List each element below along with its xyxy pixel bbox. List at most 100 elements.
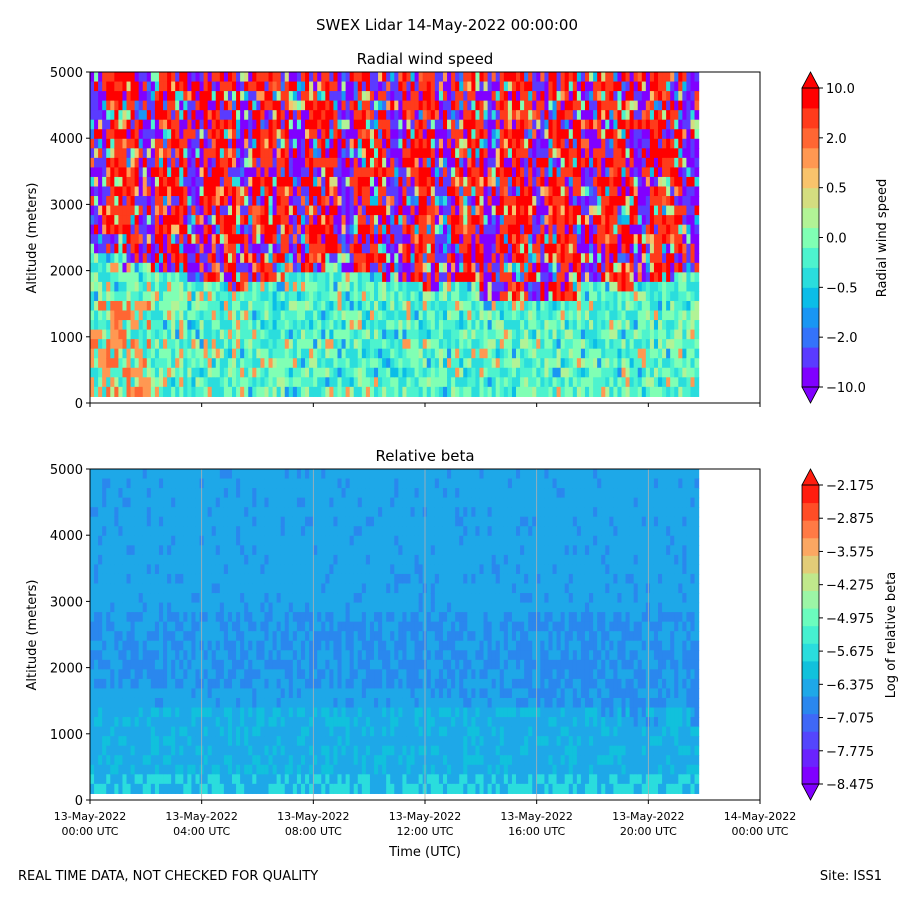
heatmap-cell	[260, 119, 266, 130]
heatmap-cell	[353, 119, 359, 130]
heatmap-cell	[329, 138, 335, 149]
heatmap-cell	[187, 234, 193, 245]
heatmap-cell	[284, 148, 290, 159]
heatmap-cell	[483, 272, 489, 283]
heatmap-cell	[345, 157, 351, 169]
heatmap-cell	[662, 320, 667, 331]
heatmap-cell	[463, 100, 468, 111]
heatmap-cell	[678, 310, 683, 321]
heatmap-cell	[248, 138, 253, 149]
heatmap-cell	[491, 81, 497, 92]
heatmap-cell	[154, 196, 160, 207]
heatmap-cell	[609, 358, 614, 369]
heatmap-cell	[576, 224, 582, 235]
heatmap-cell	[158, 167, 164, 178]
heatmap-cell	[158, 348, 164, 359]
heatmap-cell	[593, 291, 598, 302]
heatmap-cell	[341, 129, 347, 140]
heatmap-cell	[349, 281, 355, 293]
heatmap-cell	[369, 167, 375, 178]
heatmap-cell	[175, 138, 180, 149]
heatmap-cell	[118, 205, 124, 216]
heatmap-cell	[430, 157, 436, 169]
heatmap-cell	[94, 358, 99, 369]
heatmap-cell	[292, 157, 298, 169]
heatmap-cell	[662, 196, 667, 207]
heatmap-cell	[187, 157, 193, 169]
heatmap-cell	[365, 157, 371, 169]
heatmap-cell	[90, 215, 95, 226]
heatmap-cell	[641, 196, 647, 207]
heatmap-cell	[670, 196, 675, 207]
heatmap-cell	[272, 196, 278, 207]
heatmap-cell	[487, 243, 493, 254]
heatmap-cell	[142, 167, 148, 178]
heatmap-cell	[556, 281, 562, 293]
heatmap-cell	[126, 367, 132, 378]
heatmap-cell	[430, 119, 436, 130]
heatmap-cell	[678, 253, 683, 264]
heatmap-cell	[244, 367, 249, 378]
heatmap-cell	[532, 167, 537, 178]
heatmap-cell	[227, 176, 233, 188]
heatmap-cell	[658, 281, 663, 293]
heatmap-cell	[459, 234, 464, 245]
heatmap-cell	[552, 129, 558, 140]
heatmap-cell	[398, 176, 404, 188]
heatmap-cell	[584, 253, 590, 264]
heatmap-cell	[467, 167, 472, 178]
heatmap-cell	[556, 224, 562, 235]
heatmap-cell	[90, 320, 95, 331]
heatmap-cell	[98, 205, 103, 216]
heatmap-cell	[154, 377, 160, 388]
heatmap-cell	[662, 310, 667, 321]
heatmap-cell	[345, 148, 351, 159]
heatmap-cell	[244, 329, 249, 340]
heatmap-cell	[511, 205, 517, 216]
heatmap-cell	[576, 329, 582, 340]
heatmap-cell	[386, 281, 391, 293]
heatmap-cell	[471, 272, 477, 283]
heatmap-cell	[333, 129, 339, 140]
heatmap-cell	[329, 262, 335, 273]
heatmap-cell	[211, 300, 217, 312]
heatmap-cell	[402, 196, 408, 207]
heatmap-cell	[203, 358, 209, 369]
heatmap-cell	[256, 291, 262, 302]
heatmap-cell	[313, 196, 318, 207]
heatmap-cell	[106, 72, 111, 83]
heatmap-cell	[288, 358, 294, 369]
heatmap-cell	[272, 129, 278, 140]
heatmap-cell	[572, 186, 578, 197]
heatmap-cell	[410, 129, 416, 140]
heatmap-cell	[495, 320, 501, 331]
heatmap-cell	[256, 348, 262, 359]
heatmap-cell	[499, 224, 505, 235]
heatmap-cell	[499, 176, 505, 188]
heatmap-cell	[410, 119, 416, 130]
heatmap-cell	[637, 100, 643, 111]
heatmap-cell	[223, 243, 229, 254]
heatmap-cell	[552, 119, 558, 130]
heatmap-cell	[430, 291, 436, 302]
heatmap-cell	[641, 110, 647, 121]
heatmap-cell	[191, 386, 197, 397]
heatmap-cell	[682, 157, 688, 169]
heatmap-cell	[268, 119, 274, 130]
heatmap-cell	[633, 72, 639, 83]
heatmap-cell	[524, 339, 529, 350]
heatmap-cell	[434, 310, 440, 321]
heatmap-cell	[345, 81, 351, 92]
heatmap-cell	[516, 167, 521, 178]
heatmap-cell	[402, 377, 408, 388]
heatmap-cell	[511, 367, 517, 378]
heatmap-cell	[666, 110, 671, 121]
heatmap-cell	[613, 119, 619, 130]
heatmap-cell	[110, 358, 115, 369]
heatmap-cell	[649, 358, 655, 369]
heatmap-cell	[252, 320, 257, 331]
heatmap-cell	[357, 186, 363, 197]
heatmap-cell	[451, 110, 456, 121]
heatmap-cell	[621, 186, 627, 197]
heatmap-cell	[434, 281, 440, 293]
